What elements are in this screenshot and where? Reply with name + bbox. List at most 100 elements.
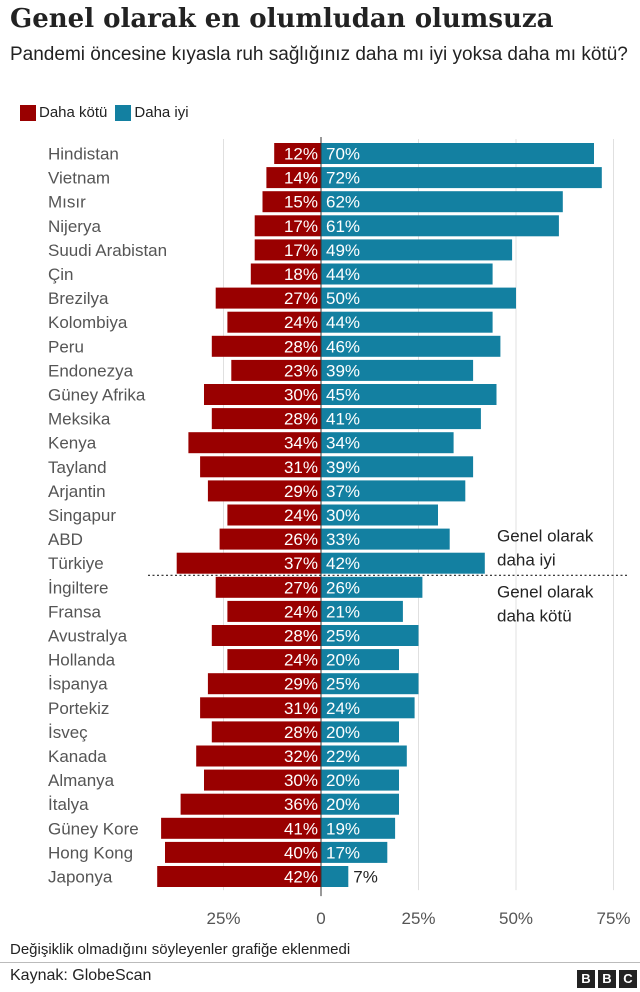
bar-worse	[227, 311, 321, 333]
data-label-worse: 27%	[284, 578, 318, 597]
data-label-worse: 30%	[284, 386, 318, 405]
category-label: Endonezya	[48, 361, 134, 380]
bar-better	[321, 456, 474, 478]
annotation-better: Genel olarak	[497, 526, 594, 545]
legend-label-better: Daha iyi	[134, 104, 189, 121]
x-tick-label: 50%	[499, 909, 533, 928]
bar-worse	[207, 673, 321, 695]
category-label: İngiltere	[48, 578, 108, 597]
data-label-worse: 17%	[284, 241, 318, 260]
bar-better	[321, 793, 399, 815]
bar-better	[321, 311, 493, 333]
category-label: İtalya	[48, 795, 89, 814]
chart-subtitle: Pandemi öncesine kıyasla ruh sağlığınız …	[10, 44, 628, 65]
annotation-worse: Genel olarak	[497, 582, 594, 601]
bar-better	[321, 167, 602, 189]
bar-better	[321, 600, 403, 622]
data-label-better: 26%	[326, 578, 360, 597]
data-label-better: 19%	[326, 819, 360, 838]
data-label-better: 62%	[326, 193, 360, 212]
bar-worse	[231, 359, 321, 381]
annotation-worse: daha kötü	[497, 606, 572, 625]
category-label: Tayland	[48, 458, 107, 477]
x-tick-label: 25%	[206, 909, 240, 928]
data-label-better: 20%	[326, 651, 360, 670]
bbc-logo: B B C	[574, 970, 637, 988]
category-label: Singapur	[48, 506, 116, 525]
data-label-better: 20%	[326, 771, 360, 790]
bar-worse	[204, 384, 321, 405]
data-label-worse: 24%	[284, 602, 318, 621]
category-label: İsveç	[48, 723, 88, 742]
category-label: Türkiye	[48, 554, 104, 573]
annotation-better: daha iyi	[497, 550, 556, 569]
data-label-better: 30%	[326, 506, 360, 525]
category-label: Hollanda	[48, 651, 116, 670]
data-label-worse: 23%	[284, 361, 318, 380]
data-label-better: 44%	[326, 265, 360, 284]
category-label: Peru	[48, 337, 84, 356]
category-label: Vietnam	[48, 169, 110, 188]
data-label-better: 25%	[326, 627, 360, 646]
category-label: Arjantin	[48, 482, 106, 501]
bar-better	[321, 263, 493, 285]
bar-better	[321, 432, 454, 454]
data-label-better: 42%	[326, 554, 360, 573]
bar-better	[321, 239, 513, 261]
data-label-better: 46%	[326, 337, 360, 356]
footer-divider	[0, 962, 640, 963]
category-label: Kanada	[48, 747, 107, 766]
data-label-better: 72%	[326, 169, 360, 188]
bar-better	[321, 215, 559, 237]
legend: Daha kötü Daha iyi	[20, 104, 197, 121]
data-label-worse: 24%	[284, 313, 318, 332]
data-label-worse: 28%	[284, 337, 318, 356]
bar-better	[321, 576, 423, 598]
data-label-better: 39%	[326, 458, 360, 477]
bar-better	[321, 817, 396, 839]
x-tick-label: 75%	[596, 909, 630, 928]
legend-swatch-worse	[20, 104, 36, 121]
bar-better	[321, 504, 438, 526]
category-label: Portekiz	[48, 699, 109, 718]
data-label-better: 33%	[326, 530, 360, 549]
bar-worse	[176, 552, 321, 574]
data-label-worse: 31%	[284, 458, 318, 477]
bar-worse	[266, 167, 321, 189]
data-label-better: 7%	[353, 868, 378, 887]
data-label-worse: 32%	[284, 747, 318, 766]
bar-worse	[180, 793, 321, 815]
bar-better	[321, 480, 466, 502]
bar-worse	[219, 528, 321, 550]
legend-item-worse: Daha kötü	[20, 104, 107, 121]
bar-worse	[215, 287, 321, 309]
bar-worse	[165, 841, 321, 863]
data-label-worse: 15%	[284, 193, 318, 212]
data-label-better: 17%	[326, 843, 360, 862]
data-label-worse: 26%	[284, 530, 318, 549]
category-label: Güney Kore	[48, 819, 139, 838]
category-label: Hindistan	[48, 145, 119, 164]
data-label-better: 25%	[326, 675, 360, 694]
bar-better	[321, 721, 399, 743]
footnote: Değişiklik olmadığını söyleyenler grafiğ…	[10, 941, 351, 958]
data-label-worse: 42%	[284, 868, 318, 887]
data-label-worse: 24%	[284, 651, 318, 670]
bar-worse	[274, 143, 321, 164]
category-label: Fransa	[48, 602, 101, 621]
bar-worse	[211, 335, 321, 357]
category-label: Brezilya	[48, 289, 109, 308]
bar-better	[321, 697, 415, 719]
category-label: Suudi Arabistan	[48, 241, 167, 260]
diverging-bar-chart: Hindistan 12% 70% Vietnam 14% 72% Mısır 15% 62% N…	[48, 137, 631, 928]
category-label: Avustralya	[48, 627, 128, 646]
data-label-better: 24%	[326, 699, 360, 718]
x-tick-label: 25%	[401, 909, 435, 928]
data-label-better: 49%	[326, 241, 360, 260]
category-label: Kolombiya	[48, 313, 128, 332]
category-label: ABD	[48, 530, 83, 549]
bar-worse	[250, 263, 321, 285]
bar-worse	[227, 649, 321, 671]
data-label-better: 44%	[326, 313, 360, 332]
category-label: Mısır	[48, 193, 86, 212]
